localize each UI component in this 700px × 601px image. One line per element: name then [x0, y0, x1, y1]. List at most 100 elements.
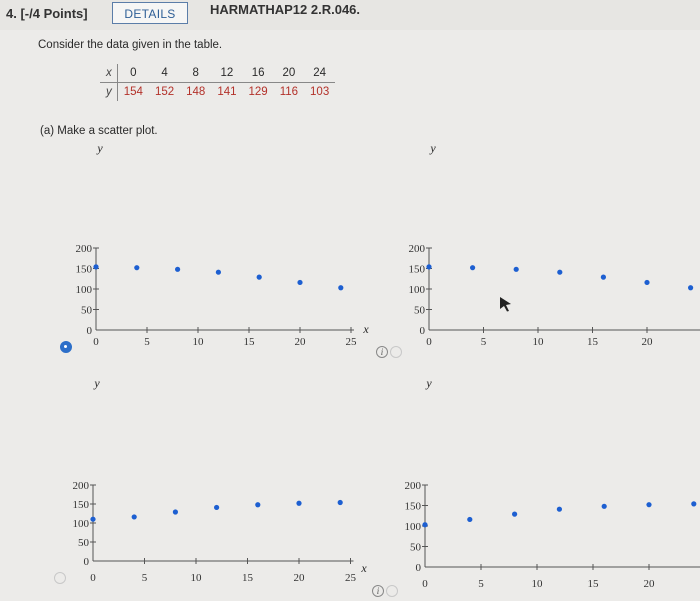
- y-tick-label: 150: [409, 264, 426, 276]
- scatter-plot-option-4: 0 50 100 150 200 0 5 10 15 20 y: [380, 375, 700, 601]
- data-point: [255, 502, 261, 508]
- y-tick-label: 150: [405, 501, 422, 513]
- x-tick-label: 0: [426, 336, 432, 348]
- x-tick-label: 10: [532, 578, 544, 590]
- table-x-cell: 16: [242, 64, 274, 83]
- x-axis-label: x: [360, 561, 367, 575]
- table-x-cell: 0: [117, 64, 149, 83]
- x-tick-label: 10: [191, 572, 203, 584]
- data-point: [557, 269, 563, 275]
- table-y-cell: 154: [123, 86, 143, 98]
- data-point: [93, 264, 99, 270]
- table-y-cell: 116: [279, 86, 299, 98]
- x-tick-label: 5: [481, 336, 487, 348]
- x-tick-label: 20: [294, 572, 306, 584]
- mouse-cursor-icon: [500, 297, 511, 312]
- x-tick-label: 20: [295, 336, 307, 348]
- data-point: [691, 501, 697, 507]
- data-point: [601, 503, 607, 509]
- scatter-plot-option-2: 0 50 100 150 200 0 5 10 15 20 y: [380, 140, 700, 365]
- x-tick-label: 0: [93, 336, 99, 348]
- data-point: [467, 516, 473, 523]
- y-tick-label: 200: [76, 243, 93, 255]
- data-point: [90, 516, 96, 522]
- details-button[interactable]: DETAILS: [112, 2, 188, 24]
- y-tick-label: 200: [405, 480, 422, 492]
- x-axis-label: x: [362, 322, 369, 336]
- x-tick-label: 5: [478, 578, 484, 590]
- y-tick-label: 100: [76, 284, 93, 296]
- table-x-cell: 20: [273, 64, 305, 83]
- scatter-plot-option-1: 0 50 100 150 200 0 5 10 15 20 25 y x: [0, 140, 380, 365]
- y-axis-label: y: [429, 141, 436, 155]
- table-y-name: y: [100, 82, 118, 101]
- y-tick-label: 150: [76, 264, 93, 276]
- x-tick-label: 10: [533, 336, 545, 348]
- data-point: [256, 274, 262, 280]
- y-tick-label: 100: [409, 284, 426, 296]
- data-point: [556, 506, 562, 512]
- y-axis-label: y: [425, 376, 432, 390]
- y-tick-label: 50: [410, 542, 422, 554]
- data-point: [513, 266, 519, 272]
- data-point: [470, 265, 476, 271]
- data-point: [134, 265, 140, 271]
- data-point: [512, 511, 518, 517]
- table-y-cell: 152: [154, 86, 175, 98]
- y-tick-label: 150: [73, 499, 90, 511]
- x-tick-label: 20: [644, 578, 656, 590]
- y-tick-label: 200: [73, 480, 90, 492]
- y-tick-label: 50: [78, 537, 90, 549]
- question-points-label: 4. [-/4 Points]: [6, 6, 88, 21]
- x-tick-label: 15: [587, 336, 599, 348]
- radio-option-1[interactable]: [60, 341, 72, 353]
- data-point: [422, 522, 428, 528]
- scatter-plot-svg: 0 50 100 150 200 0 5 10 15 20 25 y x: [76, 141, 370, 348]
- y-tick-label: 0: [420, 325, 426, 337]
- table-x-name: x: [100, 64, 118, 83]
- data-point: [600, 274, 606, 280]
- data-point: [337, 499, 343, 506]
- y-tick-label: 0: [87, 325, 93, 337]
- y-tick-label: 0: [416, 562, 422, 574]
- scatter-plot-svg: 0 50 100 150 200 0 5 10 15 20 25 y x: [73, 376, 368, 584]
- info-icon[interactable]: i: [376, 346, 388, 358]
- data-point: [644, 279, 650, 286]
- data-point: [172, 509, 178, 515]
- data-point: [215, 269, 221, 275]
- radio-option-2[interactable]: [390, 346, 402, 358]
- scatter-plot-svg: 0 50 100 150 200 0 5 10 15 20 y: [405, 376, 700, 590]
- data-point: [426, 264, 432, 270]
- y-tick-label: 0: [84, 556, 90, 568]
- data-point: [297, 279, 303, 286]
- y-axis-label: y: [93, 376, 100, 390]
- table-y-cell: 141: [217, 86, 237, 98]
- x-tick-label: 25: [346, 336, 358, 348]
- data-table: x 0 4 8 12 16 20 24 y 154 152 148 141 12…: [100, 64, 336, 101]
- data-point: [646, 502, 652, 508]
- table-row-y: y 154 152 148 141 129 116 103: [100, 82, 335, 101]
- table-y-cell: 129: [248, 86, 268, 98]
- part-a-prompt: (a) Make a scatter plot.: [40, 125, 158, 137]
- y-tick-label: 50: [414, 305, 426, 317]
- radio-option-3[interactable]: [54, 572, 66, 584]
- table-x-cell: 4: [148, 64, 181, 83]
- y-tick-label: 200: [409, 243, 426, 255]
- x-tick-label: 5: [142, 572, 148, 584]
- question-header: 4. [-/4 Points] DETAILS HARMATHAP12 2.R.…: [0, 0, 700, 30]
- data-point: [214, 504, 220, 511]
- x-tick-label: 25: [345, 572, 357, 584]
- scatter-plot-svg: 0 50 100 150 200 0 5 10 15 20 y: [409, 141, 700, 348]
- data-point: [296, 500, 302, 506]
- x-tick-label: 0: [422, 578, 428, 590]
- x-tick-label: 15: [244, 336, 256, 348]
- data-point: [131, 514, 137, 520]
- table-y-cell: 148: [186, 86, 206, 98]
- table-y-cell: 103: [310, 86, 330, 98]
- data-point: [338, 285, 344, 291]
- data-point: [175, 266, 181, 272]
- data-point: [688, 285, 694, 291]
- x-tick-label: 20: [642, 336, 654, 348]
- x-tick-label: 10: [193, 336, 205, 348]
- problem-id: HARMATHAP12 2.R.046.: [210, 2, 361, 17]
